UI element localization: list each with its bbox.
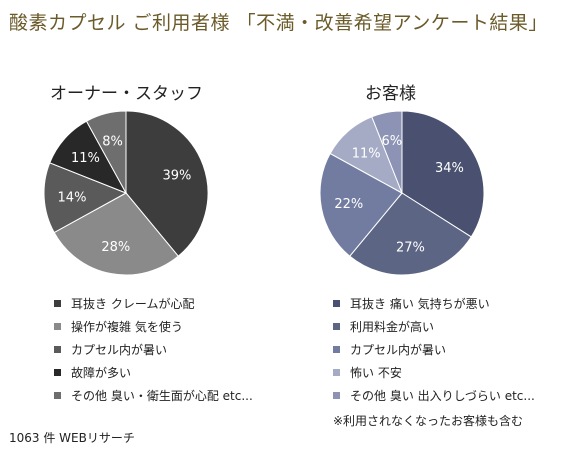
page-title: 酸素カプセル ご利用者様 「不満・改善希望アンケート結果」: [9, 12, 548, 34]
legend-swatch: [54, 369, 61, 376]
legend-swatch: [54, 346, 61, 353]
pie-slice-1: [349, 192, 472, 276]
legend-swatch: [333, 369, 340, 376]
legend-item: 操作が複雑 気を使う: [54, 315, 253, 338]
legend-label: カプセル内が暑い: [350, 343, 447, 357]
legend-swatch: [54, 323, 61, 330]
legend-item: カプセル内が暑い: [54, 338, 253, 361]
pie-chart-customers: 34% 27% 22% 11%6%: [319, 110, 485, 276]
pie-chart-owner-staff: 39% 28% 14% 11%8%: [43, 110, 209, 276]
legend-swatch: [333, 392, 340, 399]
pie-slice-1: [53, 192, 179, 276]
legend-item: 耳抜き 痛い 気持ちが悪い: [333, 292, 535, 315]
legend-label: 耳抜き 痛い 気持ちが悪い: [350, 297, 490, 311]
legend-label: 利用料金が高い: [350, 320, 435, 334]
chart-title-owner-staff: オーナー・スタッフ: [50, 84, 203, 104]
slice-label-2: 22%: [334, 197, 363, 212]
legend-swatch: [333, 323, 340, 330]
survey-source: 1063 件 WEBリサーチ: [9, 431, 135, 445]
footnote: ※利用されなくなったお客様も含む: [333, 414, 524, 428]
slice-label-1: 27%: [396, 240, 425, 255]
chart-title-customers: お客様: [365, 84, 416, 104]
slice-label-4: 6%: [382, 134, 403, 149]
legend-label: カプセル内が暑い: [71, 343, 168, 357]
legend-swatch: [54, 392, 61, 399]
legend-customers: 耳抜き 痛い 気持ちが悪い 利用料金が高い カプセル内が暑い 怖い 不安その他 臭い …: [333, 292, 535, 407]
legend-item: 耳抜き クレームが心配: [54, 292, 253, 315]
legend-item: カプセル内が暑い: [333, 338, 535, 361]
pie-slice-2: [43, 162, 128, 234]
slice-label-3: 11%: [352, 146, 381, 161]
slice-label-3: 11%: [71, 151, 100, 166]
legend-owner-staff: 耳抜き クレームが心配 操作が複雑 気を使う カプセル内が暑い 故障が多いその他 臭い…: [54, 292, 253, 407]
legend-label: 怖い 不安: [350, 366, 402, 380]
legend-item: 故障が多い: [54, 361, 253, 384]
legend-item: 利用料金が高い: [333, 315, 535, 338]
legend-label: 操作が複雑 気を使う: [71, 320, 183, 334]
slice-label-0: 39%: [162, 169, 191, 184]
pie-slice-2: [319, 152, 403, 257]
slice-label-1: 28%: [101, 240, 130, 255]
pie-slice-0: [125, 110, 209, 257]
legend-item: その他 臭い・衛生面が心配 etc...: [54, 384, 253, 407]
legend-swatch: [333, 300, 340, 307]
legend-label: その他 臭い 出入りしづらい etc...: [350, 389, 535, 403]
slice-label-4: 8%: [102, 135, 123, 150]
legend-label: その他 臭い・衛生面が心配 etc...: [71, 389, 253, 403]
legend-item: その他 臭い 出入りしづらい etc...: [333, 384, 535, 407]
legend-swatch: [54, 300, 61, 307]
slice-label-0: 34%: [435, 161, 464, 176]
legend-label: 故障が多い: [71, 366, 132, 380]
legend-label: 耳抜き クレームが心配: [71, 297, 195, 311]
pie-slice-4: [371, 110, 403, 194]
slice-label-2: 14%: [58, 190, 87, 205]
legend-item: 怖い 不安: [333, 361, 535, 384]
legend-swatch: [333, 346, 340, 353]
pie-slice-4: [85, 110, 127, 194]
